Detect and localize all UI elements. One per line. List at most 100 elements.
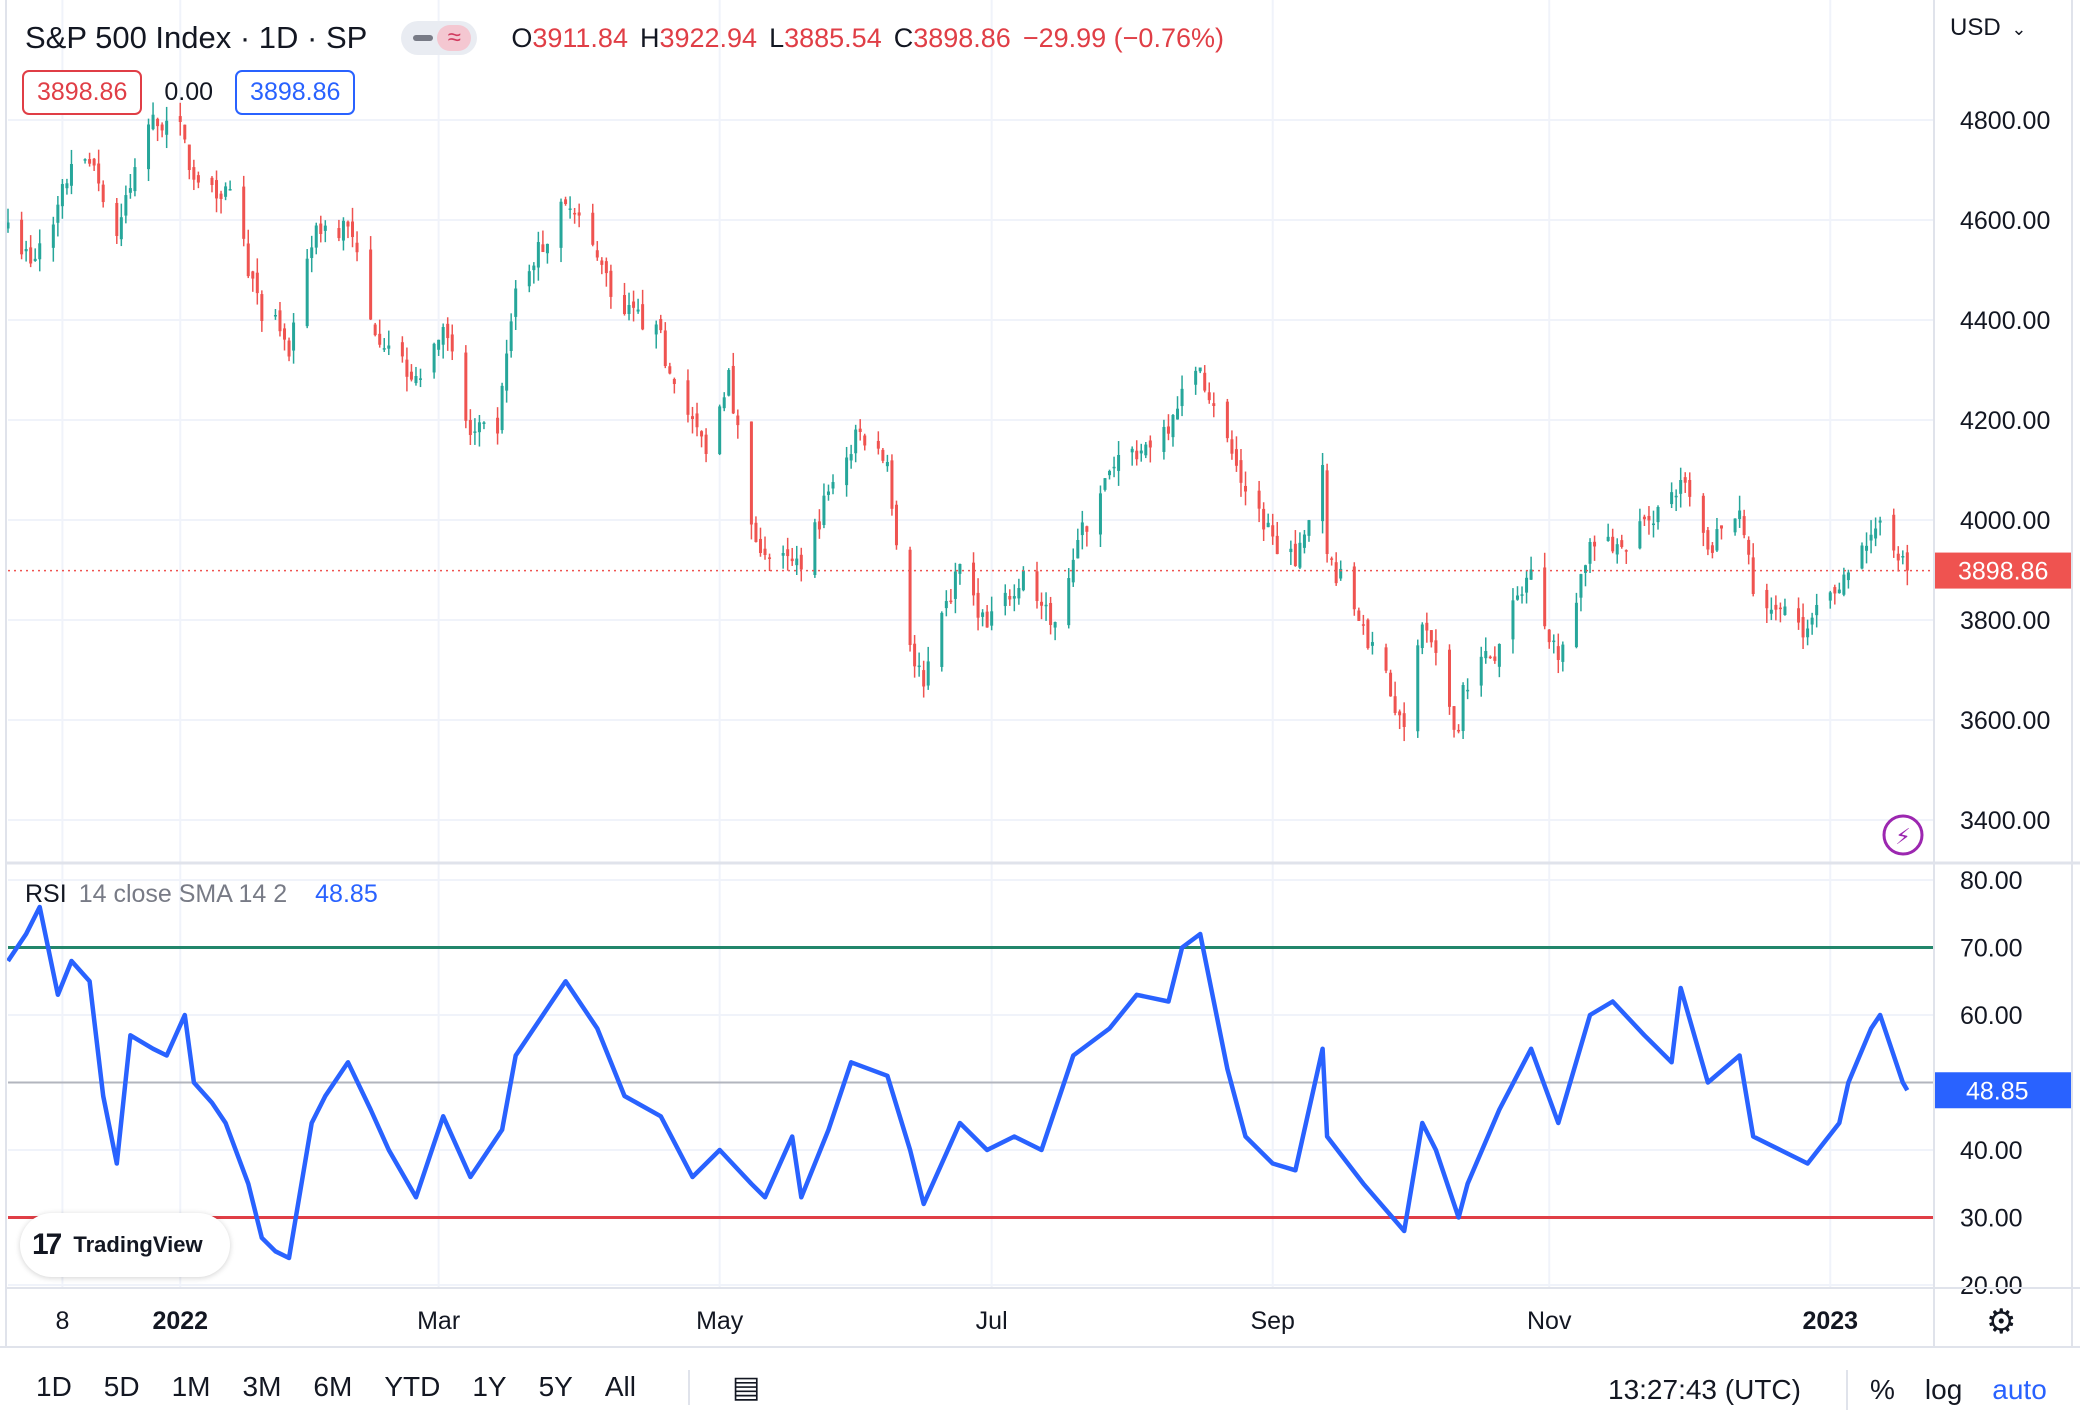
candle-body	[1334, 562, 1338, 584]
chart-canvas[interactable]: 4800.00 4600.00 4400.00 4200.00 4000.00 3800.…	[0, 0, 2080, 1346]
candle-body	[1561, 644, 1565, 662]
candle-body	[1130, 448, 1134, 453]
candle-body	[826, 491, 830, 495]
candle-body	[1774, 604, 1778, 610]
gear-icon[interactable]: ⚙	[1986, 1303, 2017, 1341]
candle-body	[1257, 490, 1261, 509]
low-label: L	[769, 22, 785, 53]
candle-body	[1108, 470, 1112, 476]
candle-body	[65, 183, 69, 189]
candle-body	[255, 272, 259, 294]
candle-body	[496, 417, 500, 434]
candle-body	[1234, 449, 1238, 466]
range-button-1m[interactable]: 1M	[171, 1371, 211, 1402]
rsi-label[interactable]: RSI	[25, 880, 67, 908]
candle-body	[482, 422, 486, 425]
high-label: H	[639, 22, 660, 53]
calendar-range-icon[interactable]: ▤	[687, 1369, 772, 1405]
candle-body	[1239, 460, 1243, 483]
range-button-5y[interactable]: 5Y	[538, 1371, 573, 1402]
candle-body	[473, 431, 477, 433]
candle-body	[958, 564, 962, 574]
candle-body	[1230, 439, 1234, 454]
candle-body	[1642, 516, 1646, 520]
candle-body	[1688, 479, 1692, 497]
open-value: 3911.84	[532, 22, 628, 53]
candle-body	[754, 522, 758, 543]
candle-body	[1266, 522, 1270, 528]
candle-body	[1860, 545, 1864, 569]
symbol-legend: S&P 500 Index · 1D · SP ≈ O3911.84 H3922…	[25, 18, 1224, 58]
candle-body	[405, 359, 409, 377]
candle-body	[885, 462, 889, 467]
candle-body	[38, 243, 42, 260]
candle-body	[1452, 706, 1456, 730]
candle-body	[1135, 450, 1139, 460]
candle-body	[382, 348, 386, 350]
candle-body	[1040, 601, 1044, 606]
price-tick-label: 4800.00	[1960, 107, 2050, 135]
candle-body	[690, 416, 694, 419]
range-button-6m[interactable]: 6M	[313, 1371, 353, 1402]
candle-body	[1715, 529, 1719, 551]
legend-toggle[interactable]: ≈	[401, 21, 478, 55]
currency-selector[interactable]: USD ⌄	[1950, 14, 2026, 42]
tradingview-mark-icon: 17	[32, 1228, 62, 1261]
candle-body	[1162, 426, 1166, 452]
candle-body	[1896, 553, 1900, 561]
candle-body	[97, 163, 101, 184]
log-toggle[interactable]: log	[1924, 1374, 1963, 1405]
percent-toggle[interactable]: %	[1870, 1374, 1895, 1405]
current-price-tag	[1934, 552, 2072, 589]
candle-body	[622, 295, 626, 314]
buy-button[interactable]: 3898.86	[235, 70, 356, 115]
candle-body	[976, 592, 980, 618]
candle-body	[133, 167, 137, 192]
lightning-badge-circle	[1882, 814, 1924, 856]
candle-body	[1488, 656, 1492, 659]
candle-body	[500, 385, 504, 431]
candle-body	[1212, 403, 1216, 406]
time-tick-label: Sep	[1250, 1307, 1294, 1335]
candle-body	[1021, 570, 1025, 591]
candle-body	[1769, 609, 1773, 614]
candle-body	[1207, 392, 1211, 401]
range-button-1d[interactable]: 1D	[36, 1371, 72, 1402]
range-button-1y[interactable]: 1Y	[472, 1371, 507, 1402]
candle-body	[187, 144, 191, 170]
rsi-tick-label: 60.00	[1960, 1002, 2023, 1030]
auto-toggle[interactable]: auto	[1992, 1374, 2047, 1405]
candle-body	[450, 334, 454, 352]
candle-body	[1194, 370, 1198, 385]
time-axis[interactable]: 8 2022 Mar May Jul Sep Nov 2023	[55, 1307, 1858, 1335]
symbol-title[interactable]: S&P 500 Index · 1D · SP	[25, 20, 368, 55]
range-button-ytd[interactable]: YTD	[384, 1371, 441, 1402]
range-button-all[interactable]: All	[604, 1371, 636, 1402]
candle-body	[83, 159, 87, 161]
candle-body	[908, 549, 912, 645]
candle-body	[1171, 415, 1175, 438]
range-button-3m[interactable]: 3M	[242, 1371, 282, 1402]
candle-body	[1144, 444, 1148, 456]
sell-button[interactable]: 3898.86	[22, 70, 143, 115]
range-button-5d[interactable]: 5D	[103, 1371, 140, 1402]
candle-body	[1117, 455, 1121, 471]
candle-body	[849, 454, 853, 461]
candle-body	[378, 333, 382, 345]
candle-body	[736, 415, 740, 426]
candle-body	[1837, 589, 1841, 594]
clock[interactable]: 13:27:43 (UTC)	[1608, 1374, 1801, 1405]
candle-body	[972, 562, 976, 596]
tradingview-logo[interactable]: 17 TradingView	[20, 1213, 230, 1277]
candle-body	[178, 116, 182, 122]
candle-body	[1402, 713, 1406, 727]
candle-body	[1638, 521, 1642, 549]
candle-body	[369, 249, 373, 320]
candle-body	[1593, 541, 1597, 547]
candle-body	[1416, 645, 1420, 732]
candle-body	[1370, 642, 1374, 646]
chevron-down-icon: ⌄	[2011, 19, 2027, 39]
candle-body	[1905, 552, 1909, 571]
candle-body	[1244, 485, 1248, 492]
candle-body	[641, 304, 645, 330]
